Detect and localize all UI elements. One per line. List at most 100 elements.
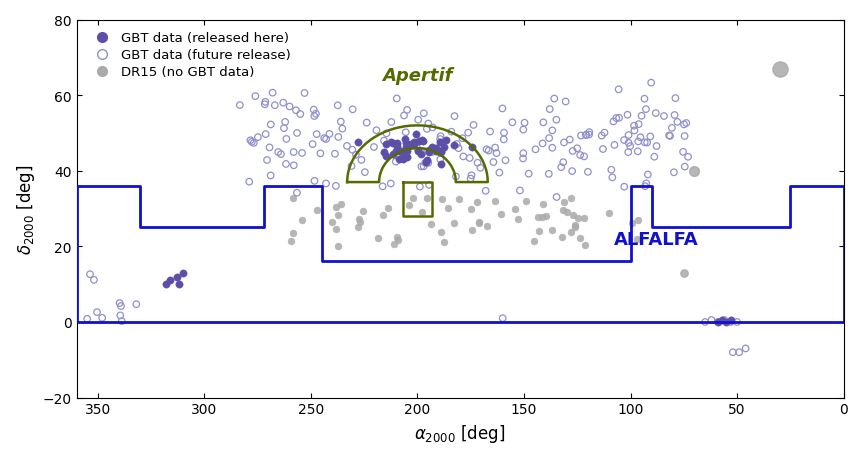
Point [358,169,372,176]
Point [271,149,285,157]
Point [421,160,435,167]
Point [387,151,400,158]
Point [679,120,693,128]
Point [435,196,449,203]
Y-axis label: $\delta_{2000}$ [deg]: $\delta_{2000}$ [deg] [15,164,37,254]
Point [336,126,350,133]
Point [564,229,578,236]
Point [604,167,618,174]
Point [425,149,439,156]
Point [407,139,421,146]
Point [542,171,556,178]
Point [384,119,398,126]
Point [279,161,293,168]
Point [274,151,288,158]
Point [631,217,645,224]
Point [516,150,530,157]
Point [278,119,292,126]
Point [529,146,543,154]
Point [355,157,369,164]
Point [422,149,436,157]
Point [406,195,420,202]
Point [262,145,276,152]
Point [393,157,406,164]
Point [354,219,368,226]
Point [420,157,434,164]
Point [307,113,321,120]
Point [665,125,679,132]
Point [667,169,681,177]
Point [434,161,448,168]
Point [425,221,438,229]
Point [258,101,272,109]
Point [463,175,477,183]
Point [410,145,424,152]
Point [421,121,435,128]
Point [417,110,431,118]
Point [289,107,303,115]
Point [390,143,404,150]
Point [617,137,631,145]
Point [577,153,591,161]
Point [704,317,718,324]
Point [464,206,478,213]
Point [176,269,190,277]
Point [448,113,462,121]
Point [286,195,299,202]
Point [391,237,405,244]
Point [129,301,143,308]
Point [547,95,561,103]
Point [356,208,369,215]
Point [724,319,738,326]
Point [444,129,458,136]
Point [508,207,522,214]
Point [334,119,348,126]
Point [461,130,475,137]
Point [627,123,641,130]
Point [583,132,596,139]
Point [617,184,631,191]
Point [251,134,265,141]
Point [306,141,319,148]
Point [451,196,465,203]
Point [561,208,575,216]
Point [496,315,510,322]
Point [573,152,587,159]
Point [360,120,374,127]
Point [638,140,652,147]
Point [657,113,671,120]
Point [425,144,438,151]
Point [465,227,479,234]
Point [623,143,637,151]
Point [434,150,448,157]
Point [433,157,447,164]
Point [397,112,411,120]
Point [576,215,590,223]
Point [350,224,364,231]
Point [574,133,588,140]
Point [472,220,486,228]
Point [602,210,616,217]
Point [479,188,493,195]
Point [474,165,488,172]
Point [283,104,297,111]
Point [233,102,247,110]
Point [170,273,184,280]
Point [571,215,585,223]
Point [597,130,611,137]
Point [608,142,621,149]
Point [287,149,300,157]
Point [519,198,532,205]
Point [447,142,461,150]
Point [351,139,365,146]
Point [415,209,429,216]
Point [545,226,559,234]
Point [612,86,626,94]
Point [639,183,652,190]
Point [543,106,557,113]
Point [456,135,469,143]
Point [433,149,447,156]
Point [556,234,570,241]
Point [331,243,345,250]
Point [518,120,532,127]
